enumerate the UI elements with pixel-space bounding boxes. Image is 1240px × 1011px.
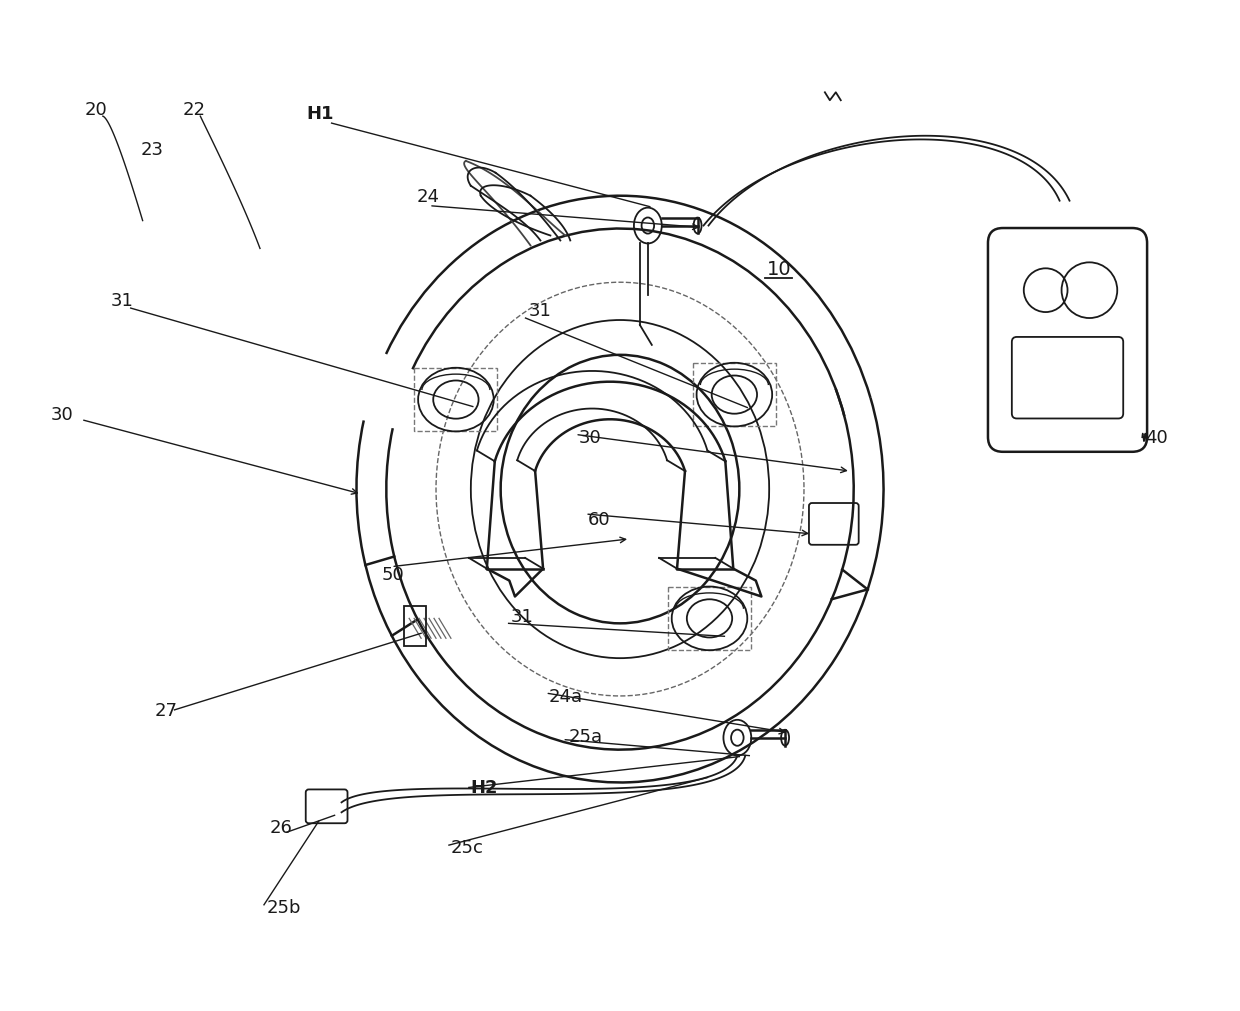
Text: 22: 22 <box>182 101 206 119</box>
Text: 25a: 25a <box>568 727 603 745</box>
Text: H2: H2 <box>471 778 498 797</box>
Text: 30: 30 <box>51 406 74 424</box>
Text: 30: 30 <box>578 429 601 447</box>
Text: 26: 26 <box>270 819 293 836</box>
Bar <box>404 607 427 647</box>
Text: 31: 31 <box>528 301 552 319</box>
Bar <box>414 368 497 432</box>
Text: 50: 50 <box>382 565 404 583</box>
Text: 40: 40 <box>1145 429 1168 447</box>
Text: 20: 20 <box>86 101 108 119</box>
Bar <box>693 363 776 427</box>
Text: 25b: 25b <box>267 898 301 916</box>
Text: 31: 31 <box>110 292 134 309</box>
Text: 10: 10 <box>768 260 792 279</box>
Text: 23: 23 <box>140 141 164 159</box>
Text: 27: 27 <box>155 702 177 719</box>
Text: 24a: 24a <box>548 687 583 706</box>
Text: 60: 60 <box>588 511 611 529</box>
Bar <box>668 587 751 650</box>
Text: 31: 31 <box>511 608 533 626</box>
Text: 24: 24 <box>417 187 439 205</box>
Text: H1: H1 <box>306 105 335 123</box>
Text: 25c: 25c <box>451 838 484 856</box>
